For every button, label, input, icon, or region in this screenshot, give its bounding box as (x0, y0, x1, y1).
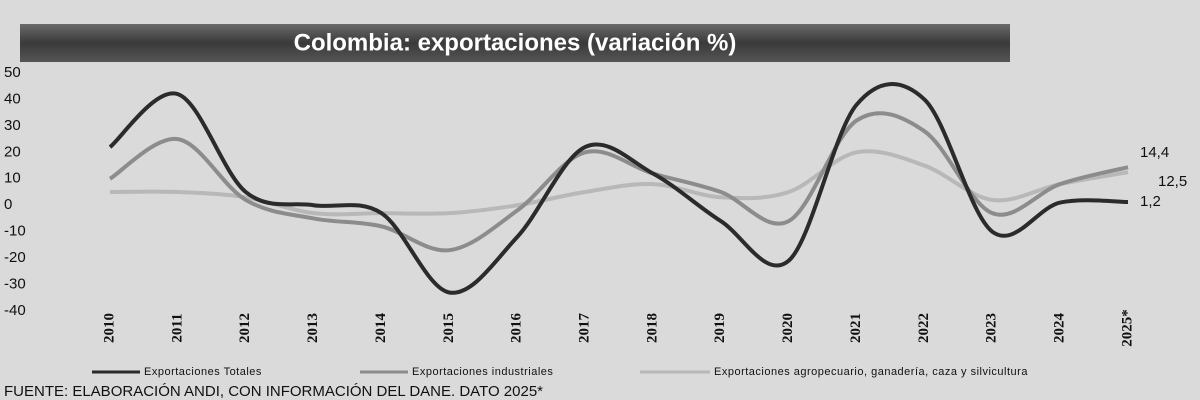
y-tick-label: 30 (4, 117, 21, 134)
x-tick-label: 2023 (984, 313, 1000, 343)
y-tick-label: -20 (4, 249, 26, 266)
y-tick-label: 40 (4, 90, 21, 107)
legend-label: Exportaciones industriales (412, 366, 553, 378)
title-banner (20, 24, 1010, 62)
x-tick-label: 2016 (509, 313, 525, 344)
x-tick-label: 2024 (1052, 313, 1068, 344)
x-tick-label: 2019 (712, 313, 728, 343)
value-label: 1,2 (1140, 193, 1161, 210)
x-tick-label: 2010 (101, 313, 117, 343)
source: FUENTE: ELABORACIÓN ANDI, CON INFORMACIÓ… (4, 383, 543, 400)
y-tick-label: 10 (4, 170, 21, 187)
x-tick-label: 2022 (916, 313, 932, 343)
x-tick-label: 2011 (169, 313, 185, 342)
y-tick-label: -30 (4, 276, 26, 293)
series-line (108, 82, 1129, 295)
y-tick-label: -40 (4, 302, 26, 319)
y-tick-label: 50 (4, 64, 21, 81)
x-tick-label: 2020 (780, 313, 796, 343)
value-label: 12,5 (1158, 173, 1187, 190)
chart-title: Colombia: exportaciones (variación %) (294, 29, 737, 56)
series-line (108, 111, 1129, 253)
x-tick-label: 2018 (644, 313, 660, 343)
x-tick-label: 2017 (577, 313, 593, 344)
x-tick-label: 2014 (373, 313, 389, 344)
x-tick-label: 2021 (848, 313, 864, 343)
x-tick-label: 2013 (305, 313, 321, 343)
x-tick-label: 2015 (441, 313, 457, 343)
legend-label: Exportaciones Totales (144, 366, 262, 378)
y-tick-label: 20 (4, 143, 21, 160)
x-tick-label: 2025* (1119, 309, 1135, 347)
legend-label: Exportaciones agropecuario, ganadería, c… (714, 366, 1028, 378)
y-tick-label: 0 (4, 196, 12, 213)
x-tick-label: 2012 (237, 313, 253, 343)
value-label: 14,4 (1140, 144, 1169, 161)
y-tick-label: -10 (4, 223, 26, 240)
